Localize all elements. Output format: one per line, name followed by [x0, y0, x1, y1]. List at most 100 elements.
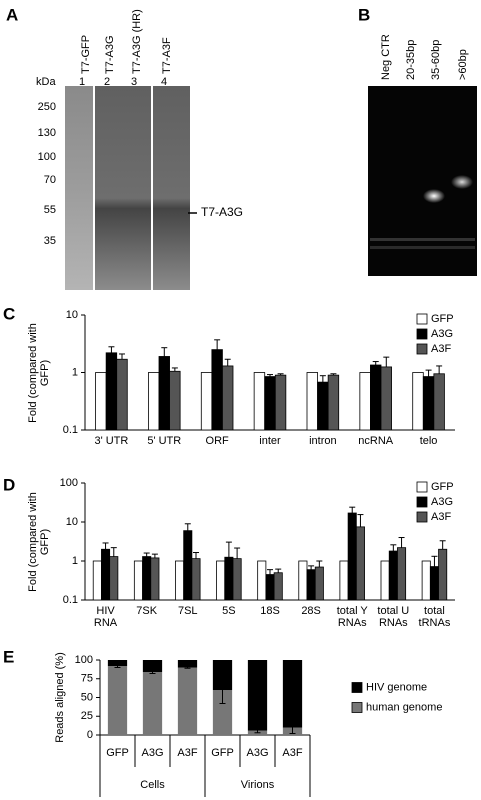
lane-number: 3	[131, 76, 137, 88]
x-tick-label: A3F	[177, 747, 197, 759]
bar-segment	[177, 667, 198, 735]
legend-swatch	[416, 511, 428, 523]
legend-swatch	[416, 313, 428, 325]
bar	[380, 366, 392, 431]
legend-swatch	[351, 702, 363, 713]
bar-segment	[247, 660, 268, 731]
bar-segment	[212, 660, 233, 690]
y-tick-label: 0	[87, 729, 93, 741]
bar	[359, 372, 371, 431]
lane-number: 1	[79, 76, 85, 88]
group-label: Cells	[140, 779, 165, 791]
legend-label: A3F	[431, 511, 451, 523]
lane-label: T7-A3G	[104, 35, 116, 74]
bar	[133, 560, 143, 601]
marker: 100	[38, 151, 56, 163]
y-tick-label: 50	[81, 691, 93, 703]
bar	[306, 372, 318, 431]
legend-label: HIV genome	[366, 681, 427, 693]
bar	[298, 560, 308, 601]
marker: 130	[38, 127, 56, 139]
bar	[429, 566, 439, 601]
bar	[421, 560, 431, 601]
x-tick-label: GFP	[106, 747, 129, 759]
bar	[380, 560, 390, 601]
x-tick-label: 7SL	[177, 605, 198, 617]
x-tick-label: total tRNAs	[418, 605, 451, 629]
lane-label: 35-60bp	[430, 40, 442, 80]
lane-label: T7-A3G (HR)	[131, 9, 143, 74]
bar	[438, 548, 448, 601]
legend-label: A3G	[431, 496, 453, 508]
panel-label: D	[3, 475, 15, 494]
marker: 250	[38, 101, 56, 113]
legend-swatch	[416, 328, 428, 340]
bar	[317, 381, 329, 431]
y-tick-label: 10	[66, 309, 78, 321]
bar	[370, 364, 382, 431]
bar	[175, 560, 185, 601]
bar	[95, 372, 107, 431]
legend-swatch	[416, 343, 428, 355]
bar	[306, 569, 316, 601]
legend-swatch	[416, 496, 428, 508]
x-tick-label: ncRNA	[358, 435, 394, 447]
lane-label: 20-35bp	[405, 40, 417, 80]
bar-segment	[142, 672, 163, 735]
y-tick-label: 100	[75, 654, 93, 666]
y-axis-label: Fold (compared with GFP)	[27, 491, 51, 592]
bar-segment	[107, 666, 128, 735]
marker: 55	[44, 204, 56, 216]
bar	[273, 572, 283, 601]
bar	[274, 374, 287, 431]
panel-label: A	[6, 5, 18, 24]
bar	[257, 560, 267, 601]
bar	[116, 358, 128, 431]
lane-number: 4	[161, 76, 167, 88]
y-tick-label: 100	[60, 477, 78, 489]
bar	[412, 372, 424, 431]
bar-segment	[107, 660, 128, 666]
x-tick-label: 7SK	[136, 605, 158, 617]
bar	[339, 560, 349, 601]
bar	[224, 556, 234, 601]
y-tick-label: 1	[72, 366, 78, 378]
y-axis-label: Reads aligned (%)	[54, 652, 66, 743]
lane-label: Neg CTR	[380, 34, 392, 80]
bar	[191, 558, 201, 601]
bar	[109, 556, 119, 601]
bar	[158, 356, 170, 431]
bar	[216, 560, 226, 601]
x-tick-label: A3G	[141, 747, 163, 759]
bar-segment	[282, 660, 303, 728]
bar	[232, 558, 242, 601]
legend-swatch	[416, 481, 428, 493]
x-tick-label: total U RNAs	[377, 605, 410, 629]
x-tick-label: 5S	[222, 605, 236, 617]
legend-swatch	[351, 682, 363, 693]
x-tick-label: telo	[419, 435, 438, 447]
legend-label: human genome	[366, 701, 442, 713]
bar	[105, 352, 118, 431]
bar	[265, 574, 275, 601]
gel-smear	[370, 238, 475, 241]
bar	[253, 372, 266, 431]
bar	[148, 372, 160, 431]
bar	[397, 547, 407, 601]
legend-label: GFP	[431, 481, 454, 493]
bar	[183, 530, 193, 601]
panel-label: B	[358, 5, 370, 24]
lane-label: T7-GFP	[80, 35, 92, 74]
y-tick-label: 0.1	[63, 594, 78, 606]
x-tick-label: 3' UTR	[94, 435, 129, 447]
legend-label: A3G	[431, 328, 453, 340]
gel-band	[451, 175, 473, 189]
x-tick-label: 18S	[260, 605, 280, 617]
x-tick-label: 5' UTR	[147, 435, 182, 447]
lane-label: >60bp	[457, 49, 469, 80]
bar	[169, 370, 181, 431]
gel-lane	[65, 86, 93, 290]
lane-number: 2	[104, 76, 110, 88]
